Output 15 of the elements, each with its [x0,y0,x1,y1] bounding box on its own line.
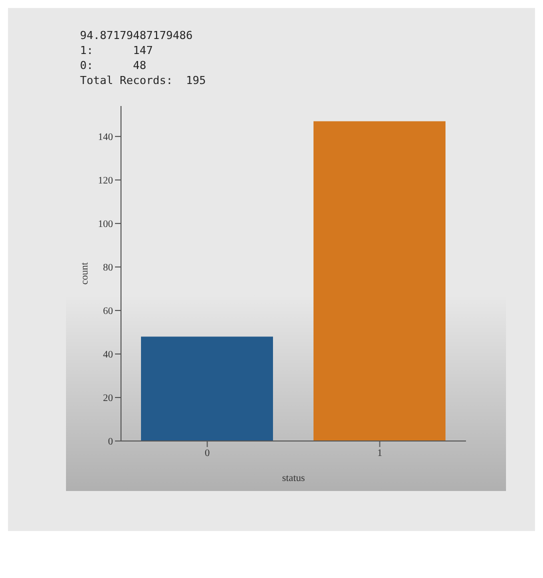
text: 94.87179487179486 [80,28,194,43]
y-tick-label: 0 [108,436,113,448]
y-tick-label: 80 [103,262,113,274]
x-tick-label: 1 [377,448,382,460]
y-tick-label: 60 [103,306,113,318]
y-tick-label: 100 [98,219,113,230]
y-tick-label: 20 [103,393,113,404]
x-axis-title: status [282,473,305,484]
y-tick-label: 120 [98,176,113,187]
y-tick-label: 140 [98,132,113,144]
text: 0: 48 [80,58,148,73]
y-axis-title: count [80,262,91,285]
text: Total Records: 195 [80,73,207,88]
y-tick-label: 40 [103,350,113,361]
text: 1: 147 [80,43,154,58]
